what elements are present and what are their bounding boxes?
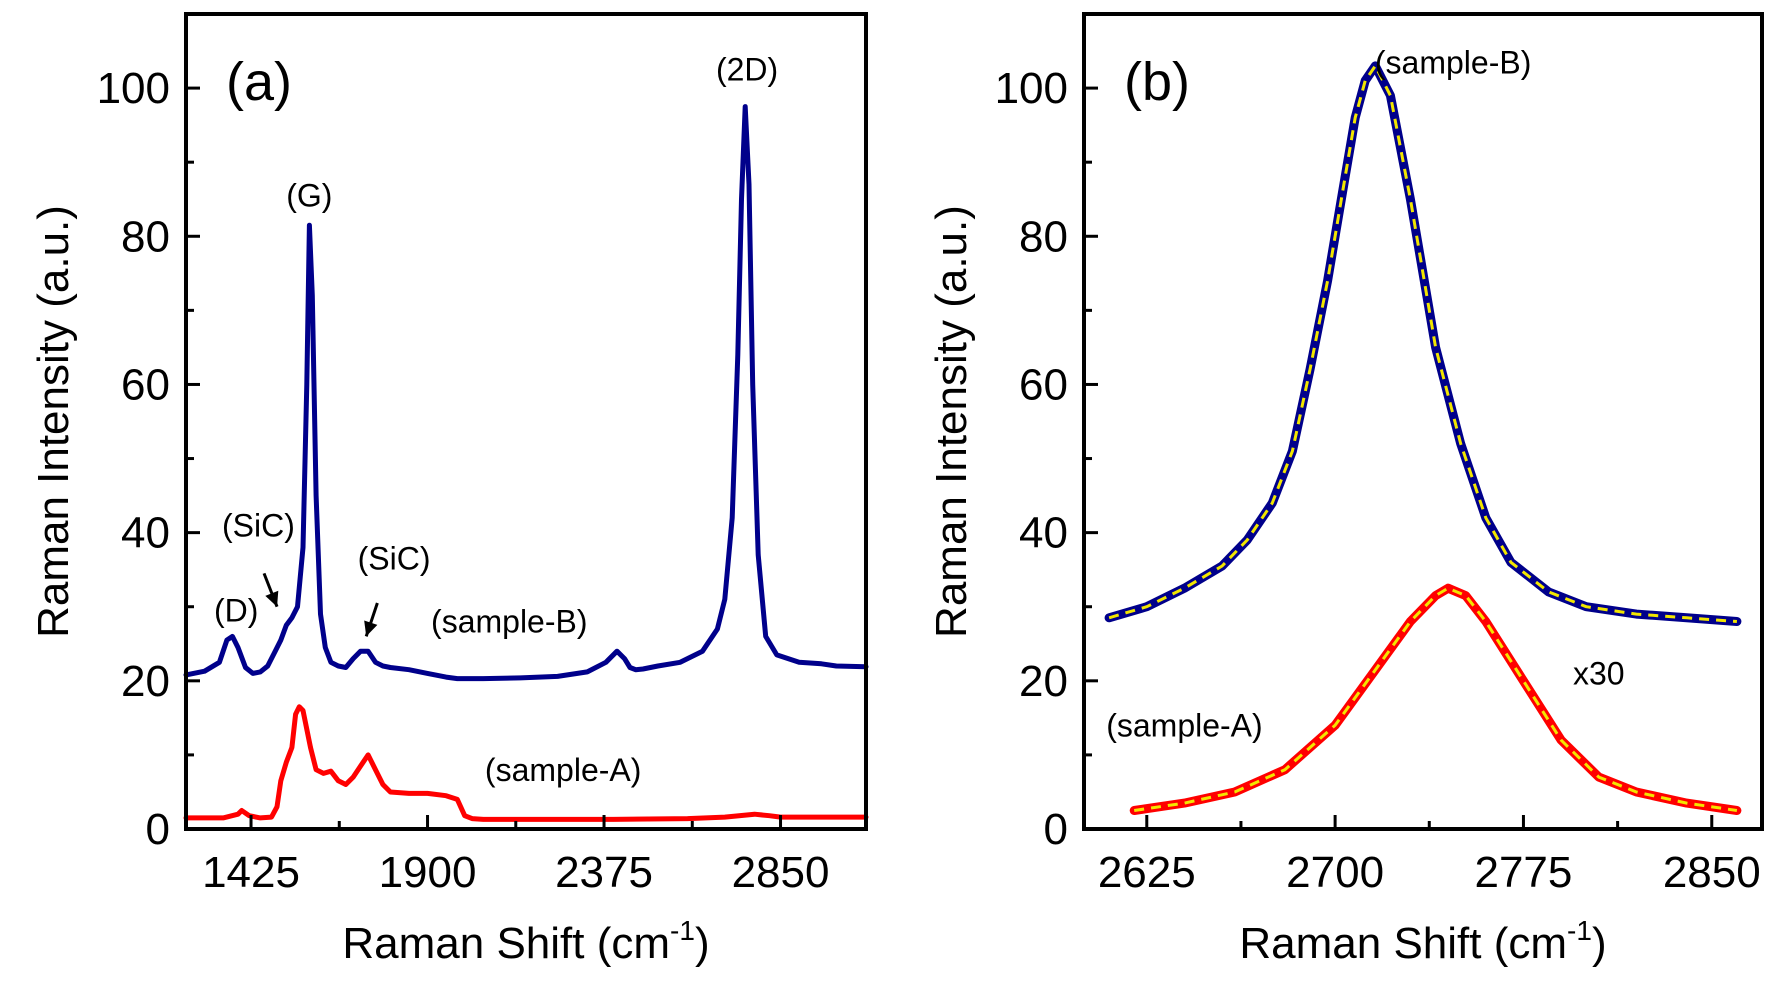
annotation: (G) — [286, 178, 332, 214]
x-axis-label-end: ) — [1592, 919, 1607, 968]
y-tick-label: 100 — [97, 64, 170, 113]
annotation: (sample-A) — [485, 752, 641, 788]
y-tick-label: 80 — [121, 212, 170, 261]
panel-a: 1425 1900 2375 2850 0 20 40 60 80 100 Raman Shift … — [29, 12, 869, 968]
y-axis-label: Raman Intensity (a.u.) — [29, 205, 78, 638]
panel-label: (a) — [226, 52, 292, 112]
x-axis-label: Raman Shift (cm-1) — [342, 915, 709, 968]
x-tick-label: 1900 — [379, 848, 477, 897]
x-axis-label: Raman Shift (cm-1) — [1239, 915, 1606, 968]
x-tick-label: 2775 — [1474, 848, 1572, 897]
y-axis-label: Raman Intensity (a.u.) — [927, 205, 976, 638]
y-tick-label: 40 — [121, 509, 170, 558]
annotation: (sample-B) — [1375, 44, 1531, 80]
x-tick-label: 2625 — [1098, 848, 1196, 897]
x-axis-label-main: Raman Shift (cm — [1239, 919, 1567, 968]
annotation: x30 — [1573, 656, 1625, 692]
x-axis-label-superscript: -1 — [670, 915, 695, 946]
panel-label: (b) — [1124, 52, 1190, 112]
annotation: (2D) — [716, 52, 778, 88]
plot-frame — [184, 12, 868, 831]
x-axis-label-superscript: -1 — [1567, 915, 1592, 946]
x-tick-label: 1425 — [202, 848, 300, 897]
annotation: (SiC) — [358, 541, 431, 577]
plot-frame — [1082, 12, 1764, 831]
annotation: (SiC) — [222, 507, 295, 543]
x-tick-label: 2850 — [732, 848, 830, 897]
panel-b: 2625 2700 2775 2850 0 20 40 60 80 100 Raman Shift … — [927, 12, 1764, 968]
fit-line-sample-a — [1133, 586, 1738, 812]
x-tick-label: 2850 — [1663, 848, 1761, 897]
series-line-sample-a — [183, 704, 869, 822]
x-tick-label: 2700 — [1286, 848, 1384, 897]
y-tick-label: 20 — [1019, 657, 1068, 706]
y-tick-label: 0 — [146, 805, 170, 854]
y-tick-label: 20 — [121, 657, 170, 706]
fit-line-sample-b — [1108, 64, 1738, 623]
y-tick-label: 60 — [1019, 360, 1068, 409]
x-axis-label-end: ) — [695, 919, 710, 968]
y-tick-label: 0 — [1044, 805, 1068, 854]
annotation: (D) — [214, 593, 258, 629]
annotation: (sample-A) — [1106, 707, 1262, 743]
annotation: (sample-B) — [431, 604, 587, 640]
annotation-arrow-head — [265, 590, 279, 607]
series-line-sample-b — [183, 104, 869, 682]
x-axis-label-main: Raman Shift (cm — [342, 919, 670, 968]
annotation-arrow-head — [364, 620, 378, 637]
y-tick-label: 80 — [1019, 212, 1068, 261]
y-tick-label: 100 — [995, 64, 1068, 113]
y-tick-label: 40 — [1019, 509, 1068, 558]
y-tick-label: 60 — [121, 360, 170, 409]
x-tick-label: 2375 — [555, 848, 653, 897]
